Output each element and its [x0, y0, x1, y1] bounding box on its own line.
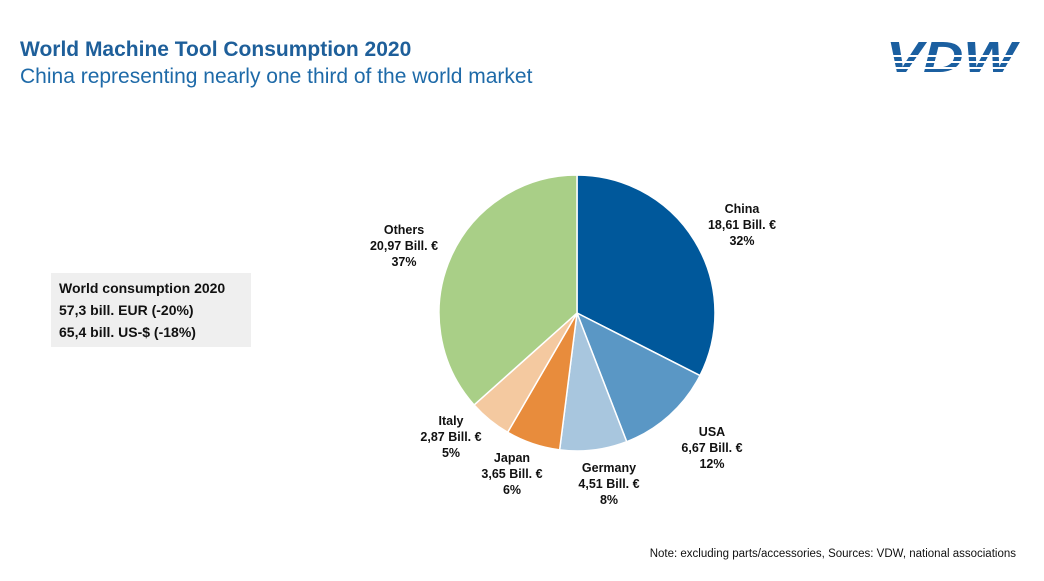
label-japan: Japan 3,65 Bill. €6%	[481, 451, 543, 497]
source-note: Note: excluding parts/accessories, Sourc…	[649, 548, 1016, 560]
world-consumption-box: World consumption 2020 57,3 bill. EUR (-…	[51, 273, 251, 347]
page-title: World Machine Tool Consumption 2020	[20, 38, 412, 61]
box-line-title: World consumption 2020	[59, 280, 226, 296]
box-line-eur: 57,3 bill. EUR (-20%)	[59, 302, 194, 318]
label-italy: Italy 2,87 Bill. €5%	[420, 414, 482, 460]
label-others: Others 20,97 Bill. €37%	[369, 223, 439, 269]
page-subtitle: China representing nearly one third of t…	[20, 65, 533, 88]
pie-slice-china	[576, 174, 716, 377]
vdw-logo: VDW	[884, 36, 1020, 76]
label-usa: USA 6,67 Bill. €12%	[681, 425, 743, 471]
pie-slice-others	[438, 174, 578, 407]
label-china: China 18,61 Bill. €32%	[707, 202, 777, 248]
box-line-usd: 65,4 bill. US-$ (-18%)	[59, 324, 196, 340]
pie-slice-usa	[575, 311, 702, 443]
label-germany: Germany 4,51 Bill. €8%	[578, 461, 640, 507]
